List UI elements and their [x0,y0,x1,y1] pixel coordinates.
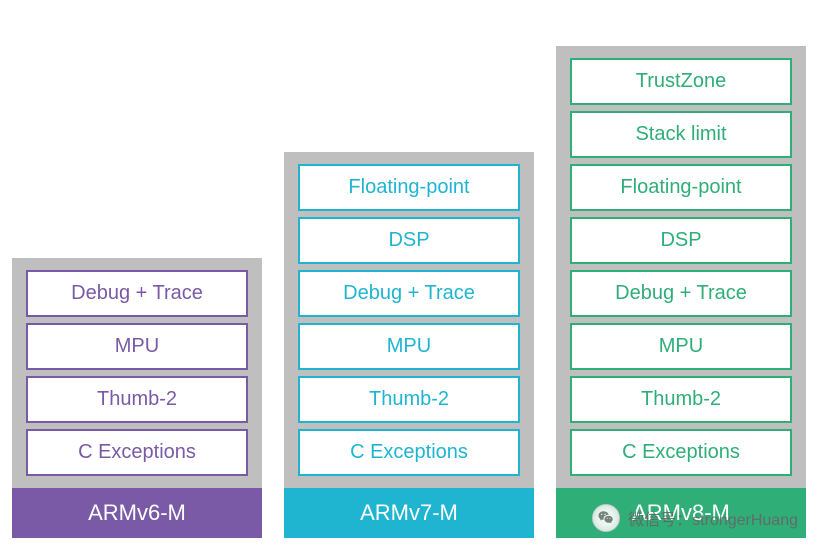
feature-debug-trace: Debug + Trace [26,270,248,317]
feature-stack-limit: Stack limit [570,111,792,158]
feature-trustzone: TrustZone [570,58,792,105]
feature-thumb2: Thumb-2 [570,376,792,423]
feature-dsp: DSP [570,217,792,264]
feature-c-exceptions: C Exceptions [570,429,792,476]
feature-stack-armv7m: Floating-point DSP Debug + Trace MPU Thu… [284,152,534,488]
feature-thumb2: Thumb-2 [26,376,248,423]
feature-stack-armv6m: Debug + Trace MPU Thumb-2 C Exceptions [12,258,262,488]
feature-mpu: MPU [298,323,520,370]
feature-c-exceptions: C Exceptions [298,429,520,476]
arch-label-armv6m: ARMv6-M [12,488,262,538]
feature-stack-armv8m: TrustZone Stack limit Floating-point DSP… [556,46,806,488]
arm-architecture-diagram: Debug + Trace MPU Thumb-2 C Exceptions A… [0,0,826,546]
feature-dsp: DSP [298,217,520,264]
feature-thumb2: Thumb-2 [298,376,520,423]
column-armv8m: TrustZone Stack limit Floating-point DSP… [556,46,806,538]
feature-mpu: MPU [570,323,792,370]
arch-label-armv7m: ARMv7-M [284,488,534,538]
feature-floating-point: Floating-point [570,164,792,211]
feature-c-exceptions: C Exceptions [26,429,248,476]
feature-mpu: MPU [26,323,248,370]
column-armv6m: Debug + Trace MPU Thumb-2 C Exceptions A… [12,258,262,538]
feature-floating-point: Floating-point [298,164,520,211]
column-armv7m: Floating-point DSP Debug + Trace MPU Thu… [284,152,534,538]
feature-debug-trace: Debug + Trace [298,270,520,317]
feature-debug-trace: Debug + Trace [570,270,792,317]
arch-label-armv8m: ARMv8-M [556,488,806,538]
